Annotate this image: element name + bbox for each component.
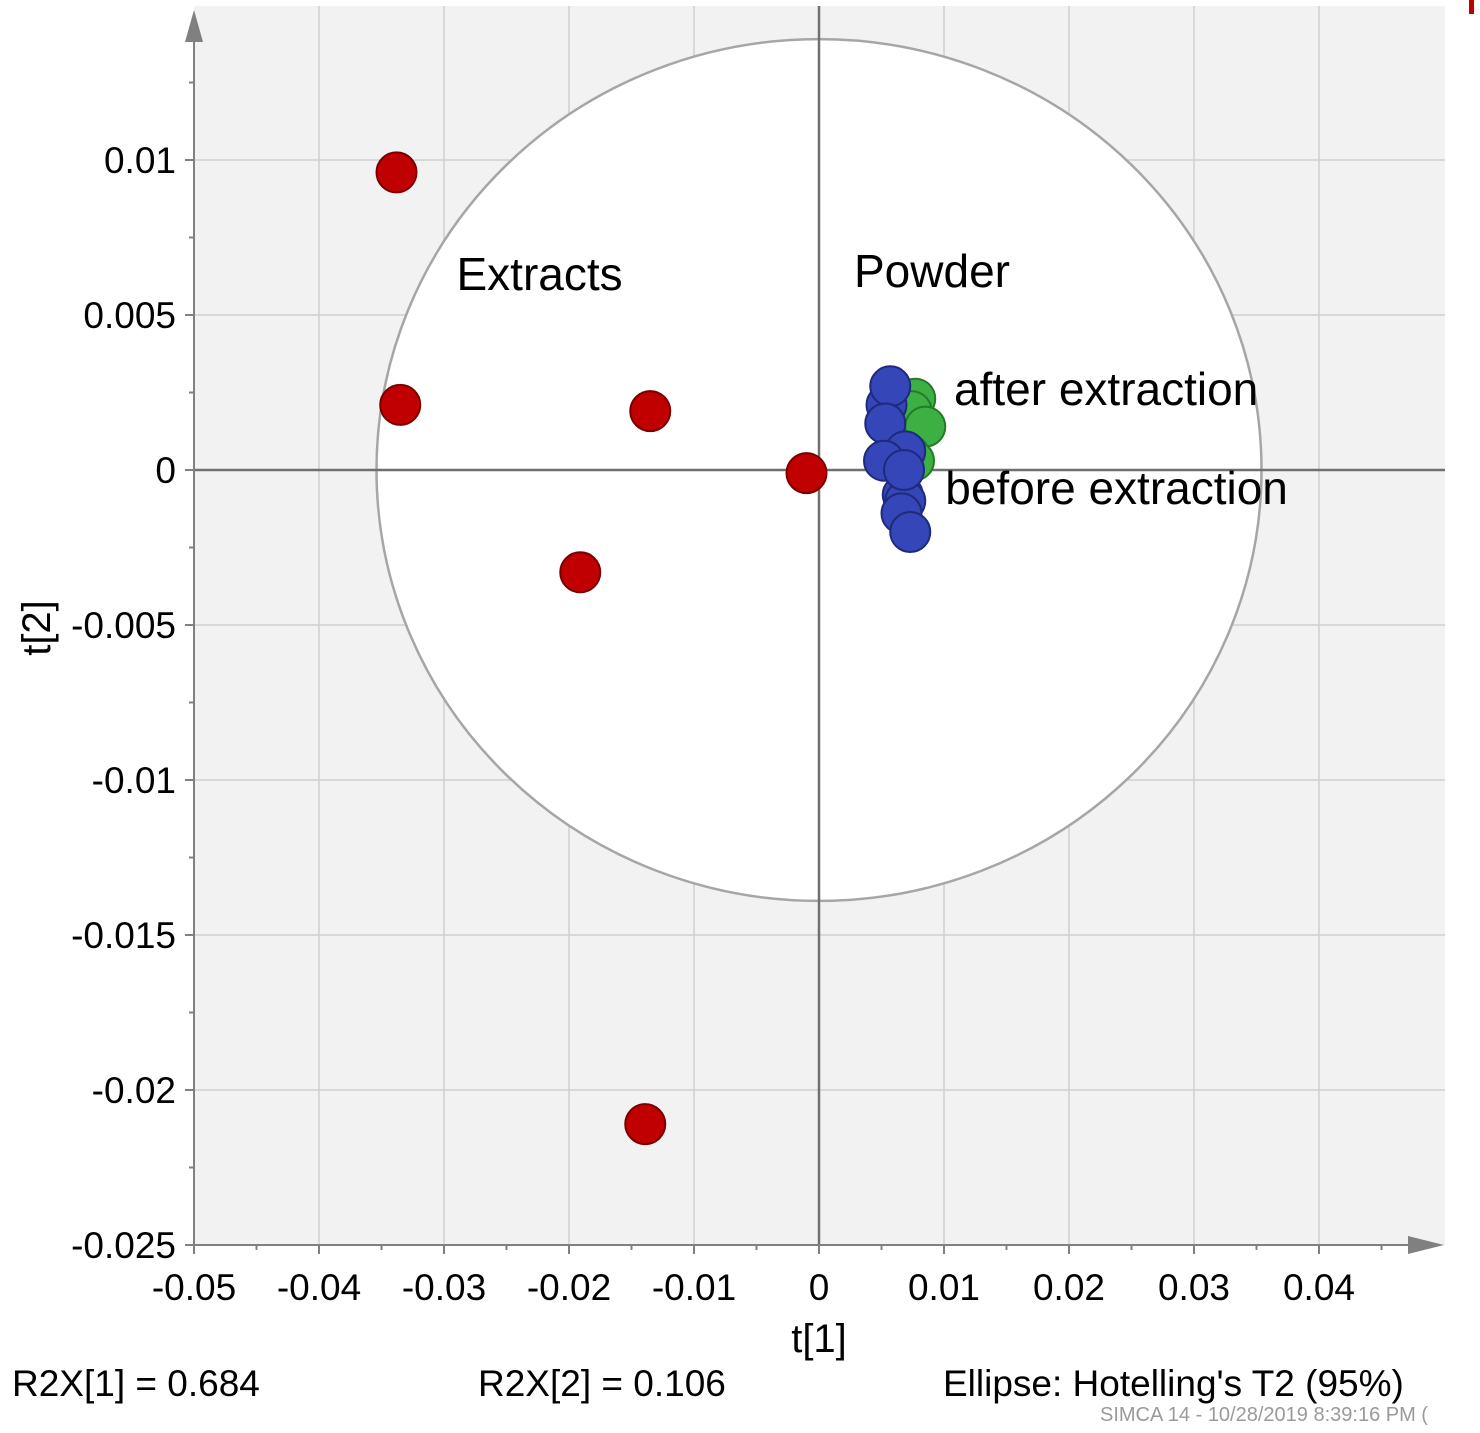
y-axis-label: t[2]	[15, 600, 59, 656]
x-tick-label: -0.05	[152, 1267, 236, 1308]
corner-mark	[1469, 0, 1474, 14]
x-tick-label: -0.01	[652, 1267, 736, 1308]
x-tick-label: 0.04	[1283, 1267, 1355, 1308]
data-point	[375, 151, 418, 194]
data-points	[375, 151, 947, 1146]
data-point	[559, 551, 602, 594]
y-tick-label: 0.01	[104, 140, 176, 181]
r2x2-value: R2X[2] = 0.106	[478, 1363, 726, 1404]
tick-labels: -0.05 -0.04 -0.03 -0.02 -0.01 0 0.01 0.02 0.03 0.…	[71, 140, 1355, 1308]
annotation-label: Extracts	[457, 248, 623, 300]
x-axis-arrow	[1408, 1236, 1444, 1254]
axes	[185, 10, 1444, 1254]
x-tick-label: -0.03	[402, 1267, 486, 1308]
y-axis-arrow	[185, 10, 203, 42]
r2x1-value: R2X[1] = 0.684	[12, 1363, 260, 1404]
y-tick-label: -0.02	[92, 1070, 176, 1111]
data-point	[379, 383, 422, 426]
annotation-label: before extraction	[945, 462, 1288, 514]
y-tick-label: -0.01	[92, 760, 176, 801]
x-tick-label: -0.04	[277, 1267, 361, 1308]
data-point	[889, 511, 932, 553]
x-tick-label: 0	[809, 1267, 830, 1308]
x-tick-label: -0.02	[527, 1267, 611, 1308]
y-tick-label: -0.005	[71, 605, 176, 646]
x-axis-label: t[1]	[791, 1317, 847, 1361]
annotation-label: after extraction	[954, 363, 1258, 415]
software-stamp: SIMCA 14 - 10/28/2019 8:39:16 PM (	[1100, 1404, 1428, 1426]
annotation-label: Powder	[854, 245, 1010, 297]
y-tick-label: 0	[155, 450, 176, 491]
data-point	[629, 390, 672, 433]
ellipse-note: Ellipse: Hotelling's T2 (95%)	[943, 1363, 1404, 1404]
y-tick-label: -0.015	[71, 915, 176, 956]
x-tick-label: 0.02	[1033, 1267, 1105, 1308]
x-tick-label: 0.03	[1158, 1267, 1230, 1308]
annotations: Extracts Powder after extraction before ext…	[457, 245, 1288, 514]
data-point	[869, 365, 912, 408]
y-tick-label: 0.005	[83, 295, 176, 336]
data-point	[883, 449, 925, 491]
data-point	[785, 452, 828, 495]
y-tick-label: -0.025	[71, 1225, 176, 1266]
data-point	[624, 1103, 667, 1146]
x-tick-label: 0.01	[908, 1267, 980, 1308]
